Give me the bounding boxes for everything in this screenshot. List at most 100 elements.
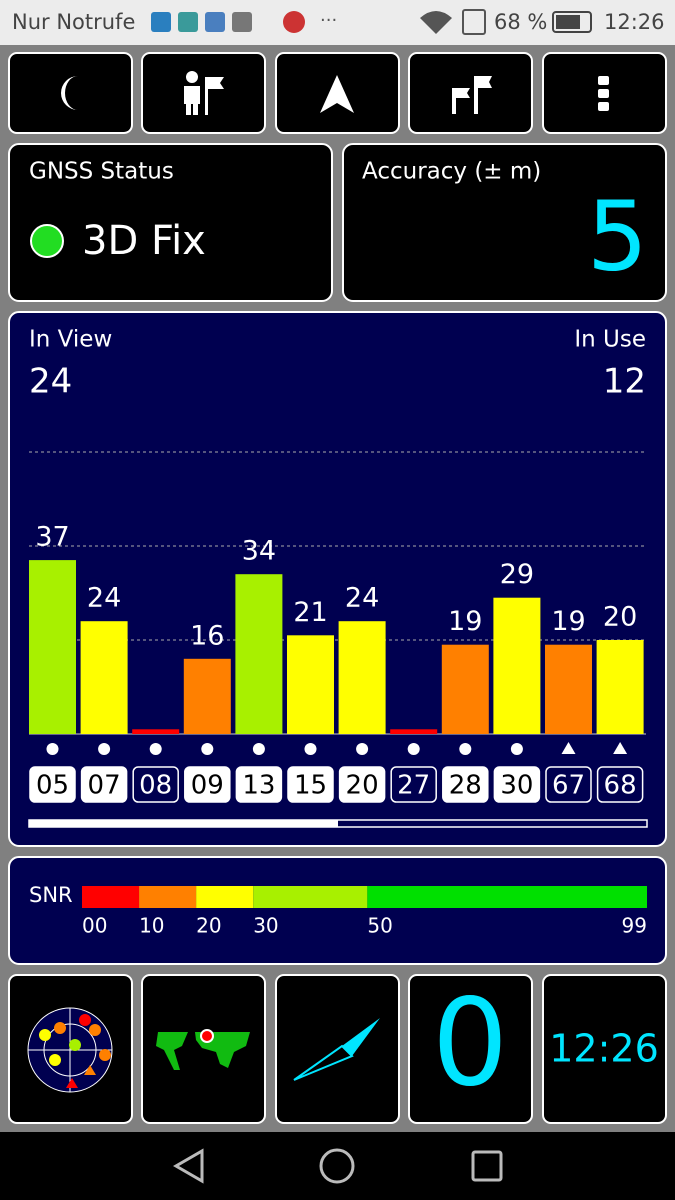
constellation-marker [149,743,162,755]
signal-bar [493,597,541,734]
signal-bar [80,621,128,734]
legend-tick-label: 00 [82,914,107,938]
satellite-badge [338,766,386,803]
world-map-icon [152,1028,256,1074]
carrier: Nur Notrufe [12,10,135,34]
accuracy-title: Accuracy (± m) [362,159,541,185]
legend-tick-label: 10 [139,914,164,938]
legend-segment [139,886,197,908]
satellite-panel [8,311,667,847]
flags-icon [452,76,492,114]
fix-status: 3D Fix [82,218,206,264]
constellation-marker [407,743,420,755]
signal-bar [132,729,180,734]
moon-icon [61,76,78,110]
gnss-status-tile [8,143,333,302]
satellite-badge [287,766,334,803]
waypoint-button[interactable] [141,52,266,134]
legend-tick-label: 20 [196,914,221,938]
counter-value: 0 [432,975,508,1114]
gnss-status-title: GNSS Status [29,159,174,185]
constellation-marker [561,742,576,754]
satellite-id: 28 [449,771,482,801]
constellation-marker [46,743,59,755]
satellite-id: 09 [191,771,224,801]
svg-text:···: ··· [320,10,337,31]
signal-label: 16 [190,620,224,651]
arrow-icon [320,75,354,113]
constellation-marker [98,743,111,755]
signal-label: 37 [35,522,69,553]
clock: 12:26 [604,10,665,34]
person-icon [184,71,224,115]
satellite-badge [80,766,128,803]
nav-bar [0,1132,675,1200]
home-button[interactable] [319,1148,355,1184]
signal-label: 19 [551,606,585,637]
menu-icon [598,76,609,111]
satellite-id: 30 [500,771,533,801]
status-icons: ··· [151,9,592,35]
legend-segment [82,886,140,908]
night-button[interactable] [8,52,133,134]
satellite-badge [442,766,489,803]
signal-bar [338,621,386,734]
signal-label: 29 [500,559,534,590]
snr-panel [8,856,667,965]
snr-title: SNR [29,883,73,907]
satellite-badge [184,766,231,803]
signal-label: 21 [293,597,327,628]
recents-button[interactable] [471,1150,503,1182]
signal-chart: 37 05 24 07 08 16 09 34 13 21 15 24 20 27 19 28 29 30 19 67… [29,451,646,803]
satellite-id: 27 [397,771,430,801]
signal-bar [287,635,334,734]
constellation-marker [356,743,369,755]
toolbar [8,52,667,134]
constellation-marker [510,743,523,755]
satellite-badge [390,766,437,803]
clock-value: 12:26 [549,1027,659,1071]
legend-segment [196,886,254,908]
constellation-marker [613,742,628,754]
legend-tick-label: 50 [367,914,392,938]
skyplot-icon [27,1007,113,1093]
signal-label: 19 [448,606,482,637]
signal-label: 20 [603,602,637,633]
signal-bar [183,658,231,734]
satellite-badge [596,766,644,803]
satellite-id: 68 [604,771,637,801]
legend-tick-label: 99 [622,914,647,938]
accuracy-tile [342,143,667,302]
in-use-label: In Use [574,327,646,353]
satellite-id: 08 [139,771,172,801]
signal-label: 34 [242,536,276,567]
satellite-badge [545,766,592,803]
back-button[interactable] [172,1148,204,1184]
signal-label: 24 [345,583,379,614]
signal-bar [390,729,438,734]
signal-bar [235,574,283,734]
signal-bar [545,644,592,734]
signal-bar [29,560,76,734]
fix-indicator [30,224,64,258]
satellite-id: 67 [552,771,585,801]
satellite-id: 05 [36,771,69,801]
satellite-badge [132,766,179,803]
snr-legend: 00 10 20 30 50 99 [82,886,647,938]
satellite-badge [493,766,541,803]
clock-tile[interactable] [542,974,667,1124]
constellation-marker [252,743,265,755]
satellite-id: 07 [88,771,121,801]
satellite-id: 15 [294,771,327,801]
route-button[interactable] [408,52,533,134]
legend-segment [253,886,368,908]
counter-tile[interactable] [408,974,533,1124]
in-view-value: 24 [29,362,72,402]
compass-icon [293,1018,380,1081]
in-view-label: In View [29,327,112,353]
bottom-tiles: 0 12:26 [8,974,667,1124]
constellation-marker [459,743,472,755]
satellite-id: 13 [242,771,275,801]
signal-bar [596,640,644,734]
